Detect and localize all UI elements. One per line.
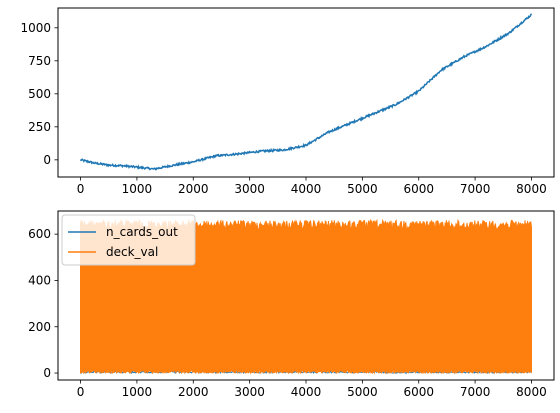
y-tick-label: 1000	[20, 21, 51, 35]
legend: n_cards_out deck_val	[61, 214, 196, 266]
x-tick-label: 2000	[178, 385, 209, 399]
x-tick-label: 6000	[403, 182, 434, 196]
x-tick-label: 8000	[516, 385, 547, 399]
x-tick-label: 1000	[122, 385, 153, 399]
x-tick-label: 0	[77, 182, 85, 196]
top-series-line	[79, 13, 533, 171]
top-y-ticks: 0 250 500 750 1000	[20, 21, 58, 167]
y-tick-label: 750	[28, 54, 51, 68]
y-tick-label: 200	[28, 320, 51, 334]
y-tick-label: 250	[28, 120, 51, 134]
top-axes: 0 1000 2000 3000 4000 5000 6000 7000 8000 0 250 50…	[20, 7, 555, 196]
x-tick-label: 5000	[347, 385, 378, 399]
x-tick-label: 5000	[347, 182, 378, 196]
legend-label-n-cards-out: n_cards_out	[106, 225, 178, 239]
x-tick-label: 3000	[234, 385, 265, 399]
x-tick-label: 8000	[516, 182, 547, 196]
x-tick-label: 7000	[460, 385, 491, 399]
bottom-x-ticks: 0 1000 2000 3000 4000 5000 6000 7000 8000	[77, 380, 547, 399]
y-tick-label: 400	[28, 273, 51, 287]
legend-label-deck-val: deck_val	[106, 245, 158, 259]
x-tick-label: 7000	[460, 182, 491, 196]
bottom-y-ticks: 0 200 400 600	[28, 227, 58, 380]
y-tick-label: 600	[28, 227, 51, 241]
x-tick-label: 2000	[178, 182, 209, 196]
x-tick-label: 3000	[234, 182, 265, 196]
top-axes-frame	[57, 7, 555, 178]
x-tick-label: 4000	[291, 182, 322, 196]
top-x-ticks: 0 1000 2000 3000 4000 5000 6000 7000 8000	[77, 177, 547, 196]
y-tick-label: 0	[43, 153, 51, 167]
x-tick-label: 6000	[403, 385, 434, 399]
y-tick-label: 0	[43, 366, 51, 380]
x-tick-label: 4000	[291, 385, 322, 399]
x-tick-label: 1000	[122, 182, 153, 196]
bottom-axes: 0 1000 2000 3000 4000 5000 6000 7000 8000 0 200 40…	[28, 210, 555, 399]
y-tick-label: 500	[28, 87, 51, 101]
x-tick-label: 0	[77, 385, 85, 399]
